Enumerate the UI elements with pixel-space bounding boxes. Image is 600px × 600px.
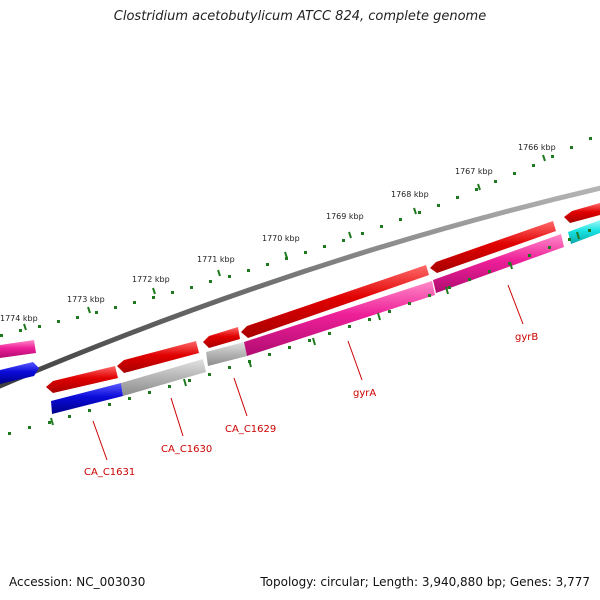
cds-arrow — [241, 265, 429, 338]
gene-track — [0, 220, 600, 414]
gene-label-gyra: gyrA — [353, 388, 376, 399]
inner-major-ticks — [50, 231, 580, 426]
gene-block — [51, 383, 123, 414]
cds-arrow — [117, 341, 199, 373]
cds-arrow — [564, 203, 600, 223]
gene-labels: gyrB gyrA CA_C1629 CA_C1630 CA_C1631 — [84, 332, 538, 478]
tick-label: 1773 kbp — [67, 295, 105, 304]
tick-label: 1770 kbp — [262, 234, 300, 243]
topology-text: Topology: circular; Length: 3,940,880 bp… — [260, 575, 590, 589]
accession-text: Accession: NC_003030 — [9, 575, 146, 589]
gene-block — [244, 281, 435, 356]
genome-backbone — [0, 185, 600, 389]
gene-block — [568, 220, 600, 244]
gene-block — [433, 234, 564, 293]
gene-label-ca-c1631: CA_C1631 — [84, 467, 135, 478]
tick-label: 1767 kbp — [455, 167, 493, 176]
cds-arrow — [203, 327, 240, 348]
gene-label-gyrb: gyrB — [515, 332, 538, 343]
gene-block — [0, 340, 36, 358]
gene-block — [0, 362, 39, 384]
gene-label-ca-c1630: CA_C1630 — [161, 444, 212, 455]
tick-label: 1768 kbp — [391, 190, 429, 199]
tick-label: 1766 kbp — [518, 143, 556, 152]
gene-label-ca-c1629: CA_C1629 — [225, 424, 276, 435]
gene-label-leaders — [92, 284, 524, 461]
gene-block — [121, 359, 206, 396]
cds-track-forward — [46, 203, 600, 393]
cds-arrow — [46, 366, 118, 393]
tick-label: 1774 kbp — [0, 314, 38, 323]
tick-labels: 1766 kbp 1767 kbp 1768 kbp 1769 kbp 1770… — [0, 143, 556, 323]
map-title: Clostridium acetobutylicum ATCC 824, com… — [113, 9, 487, 24]
tick-label: 1769 kbp — [326, 212, 364, 221]
cds-arrow — [430, 221, 556, 273]
gene-block — [206, 342, 247, 366]
tick-label: 1772 kbp — [132, 275, 170, 284]
outer-tick-ring — [0, 137, 592, 337]
outer-major-ticks — [23, 154, 546, 331]
tick-label: 1771 kbp — [197, 255, 235, 264]
